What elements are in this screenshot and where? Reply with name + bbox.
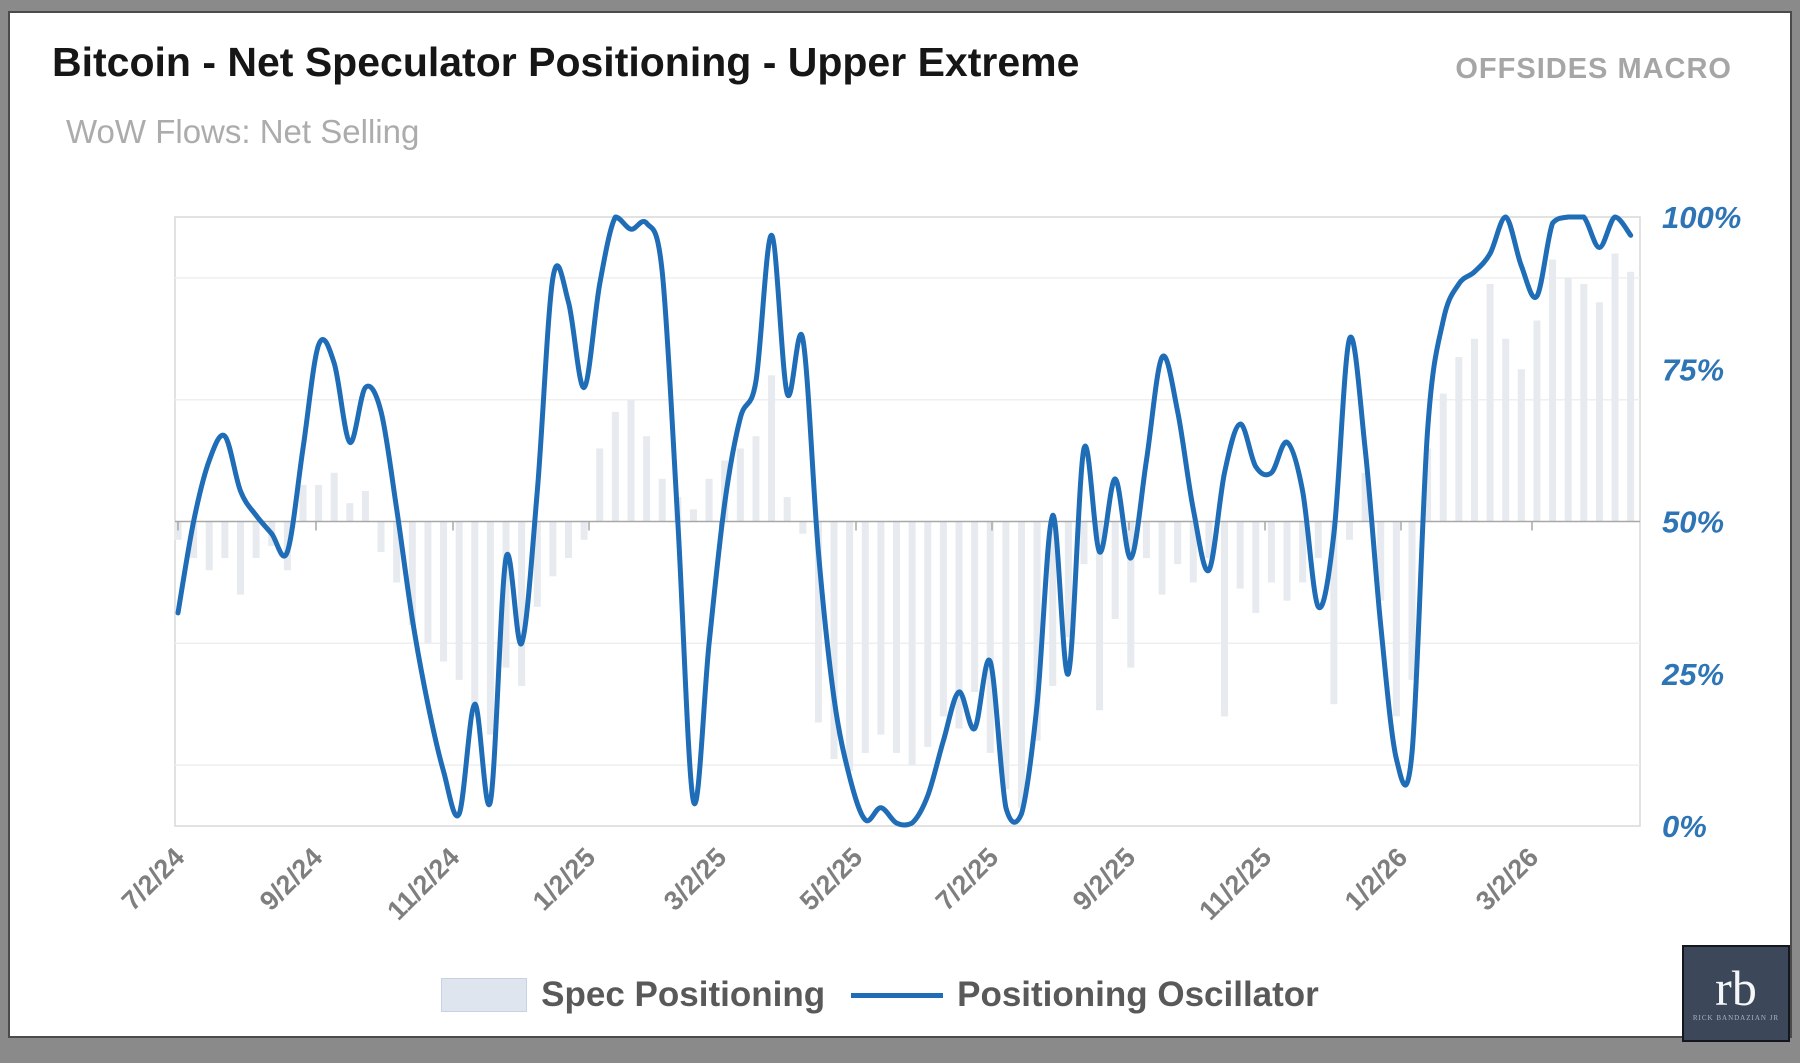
svg-text:1/2/25: 1/2/25: [527, 842, 601, 916]
chart-card: Bitcoin - Net Speculator Positioning - U…: [8, 11, 1792, 1038]
svg-text:3/2/26: 3/2/26: [1470, 842, 1544, 916]
svg-text:11/2/24: 11/2/24: [381, 842, 465, 926]
bar-swatch-icon: [441, 978, 527, 1012]
svg-text:7/2/24: 7/2/24: [116, 842, 190, 916]
chart-legend: Spec Positioning Positioning Oscillator: [10, 975, 1750, 1015]
legend-item-spec-positioning: Spec Positioning: [441, 975, 825, 1015]
line-swatch-icon: [851, 993, 943, 998]
svg-text:9/2/24: 9/2/24: [254, 842, 328, 916]
positioning-chart: 100% 75% 50% 25% 0% 7/2/24 9/2/24 11/2/24 1/2/25…: [10, 13, 1800, 1063]
svg-text:0%: 0%: [1662, 809, 1707, 844]
legend-label: Positioning Oscillator: [957, 975, 1319, 1015]
svg-text:25%: 25%: [1661, 657, 1724, 692]
legend-item-positioning-oscillator: Positioning Oscillator: [851, 975, 1319, 1015]
svg-text:5/2/25: 5/2/25: [794, 842, 868, 916]
svg-text:3/2/25: 3/2/25: [658, 842, 732, 916]
svg-text:50%: 50%: [1662, 505, 1724, 540]
legend-label: Spec Positioning: [541, 975, 825, 1015]
svg-text:7/2/25: 7/2/25: [930, 842, 1004, 916]
svg-text:75%: 75%: [1662, 352, 1724, 387]
logo-caption: RICK BANDAZIAN JR: [1693, 1014, 1779, 1022]
svg-text:100%: 100%: [1662, 200, 1741, 235]
svg-text:1/2/26: 1/2/26: [1339, 842, 1413, 916]
logo-monogram: rb: [1715, 966, 1757, 1010]
svg-text:9/2/25: 9/2/25: [1067, 842, 1141, 916]
svg-text:11/2/25: 11/2/25: [1193, 842, 1277, 926]
rb-logo: rb RICK BANDAZIAN JR: [1682, 945, 1790, 1042]
